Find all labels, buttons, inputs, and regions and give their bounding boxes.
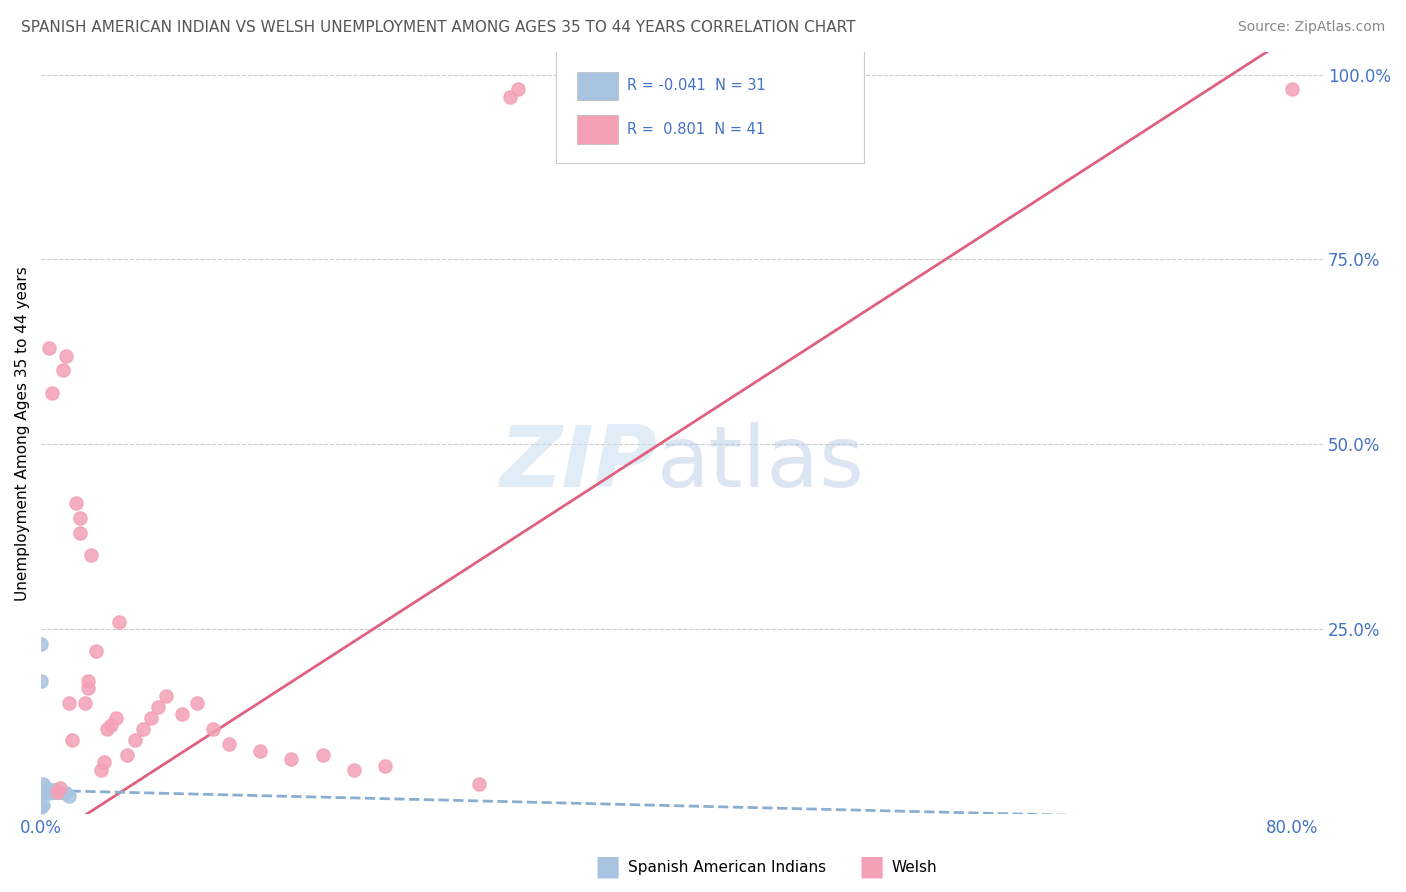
Point xyxy=(49,785,72,799)
Point xyxy=(30,799,52,814)
Point xyxy=(58,789,80,803)
Point xyxy=(39,785,62,799)
Point xyxy=(374,759,396,773)
Point xyxy=(311,747,333,762)
Point xyxy=(35,781,58,796)
Point xyxy=(115,747,138,762)
Point xyxy=(343,763,366,777)
Point xyxy=(51,785,73,799)
Point xyxy=(45,783,67,797)
Y-axis label: Unemployment Among Ages 35 to 44 years: Unemployment Among Ages 35 to 44 years xyxy=(15,266,30,600)
Text: Source: ZipAtlas.com: Source: ZipAtlas.com xyxy=(1237,20,1385,34)
Point xyxy=(31,785,53,799)
Point xyxy=(38,783,60,797)
Point xyxy=(39,783,62,797)
Text: Welsh: Welsh xyxy=(891,860,936,874)
Point xyxy=(35,785,58,799)
Point xyxy=(30,637,52,651)
Point xyxy=(41,783,63,797)
Point xyxy=(32,781,55,796)
Text: R =  0.801  N = 41: R = 0.801 N = 41 xyxy=(627,122,765,136)
Point xyxy=(499,90,522,104)
Point xyxy=(60,733,83,747)
Point xyxy=(170,707,193,722)
Point xyxy=(58,696,80,710)
Point xyxy=(218,737,240,751)
Point xyxy=(55,786,77,800)
Point xyxy=(155,689,177,703)
Point xyxy=(37,783,59,797)
Point xyxy=(32,785,55,799)
FancyBboxPatch shape xyxy=(576,115,619,144)
Text: Spanish American Indians: Spanish American Indians xyxy=(628,860,827,874)
Point xyxy=(65,496,87,510)
Point xyxy=(124,733,146,747)
Point xyxy=(80,548,103,562)
Point xyxy=(186,696,208,710)
Point xyxy=(41,785,63,799)
Text: SPANISH AMERICAN INDIAN VS WELSH UNEMPLOYMENT AMONG AGES 35 TO 44 YEARS CORRELAT: SPANISH AMERICAN INDIAN VS WELSH UNEMPLO… xyxy=(21,20,856,35)
Point xyxy=(69,526,91,541)
Point xyxy=(38,785,60,799)
Point xyxy=(38,341,60,355)
Point xyxy=(37,782,59,797)
Point xyxy=(45,785,67,799)
Point xyxy=(49,781,72,796)
Point xyxy=(52,363,75,377)
Point xyxy=(37,785,59,799)
Point xyxy=(1281,82,1303,96)
Point xyxy=(45,785,67,799)
Point xyxy=(77,681,100,696)
Text: atlas: atlas xyxy=(657,422,865,505)
Point xyxy=(280,751,302,765)
Point xyxy=(105,711,128,725)
Point xyxy=(202,722,225,736)
Point xyxy=(42,783,65,797)
Point xyxy=(506,82,529,96)
Point xyxy=(249,744,271,758)
Text: ■: ■ xyxy=(595,853,620,881)
Point xyxy=(46,785,69,799)
Point xyxy=(96,722,118,736)
Point xyxy=(38,786,60,800)
Point xyxy=(69,511,91,525)
Point xyxy=(41,385,63,400)
Point xyxy=(55,349,77,363)
Point xyxy=(31,798,53,813)
Point xyxy=(100,718,122,732)
FancyBboxPatch shape xyxy=(576,71,619,101)
Point xyxy=(42,785,65,799)
Point xyxy=(108,615,131,629)
Point xyxy=(53,786,76,800)
Point xyxy=(139,711,162,725)
Point xyxy=(30,673,52,688)
Point xyxy=(73,696,96,710)
Point xyxy=(44,785,66,799)
Point xyxy=(148,699,170,714)
Text: R = -0.041  N = 31: R = -0.041 N = 31 xyxy=(627,78,766,94)
Point xyxy=(89,763,111,777)
Point xyxy=(93,756,115,770)
Point xyxy=(84,644,107,658)
Point xyxy=(132,722,155,736)
Point xyxy=(77,673,100,688)
Text: ZIP: ZIP xyxy=(499,422,657,505)
FancyBboxPatch shape xyxy=(557,47,865,163)
Point xyxy=(468,777,491,791)
Point xyxy=(31,777,53,791)
Text: ■: ■ xyxy=(859,853,884,881)
